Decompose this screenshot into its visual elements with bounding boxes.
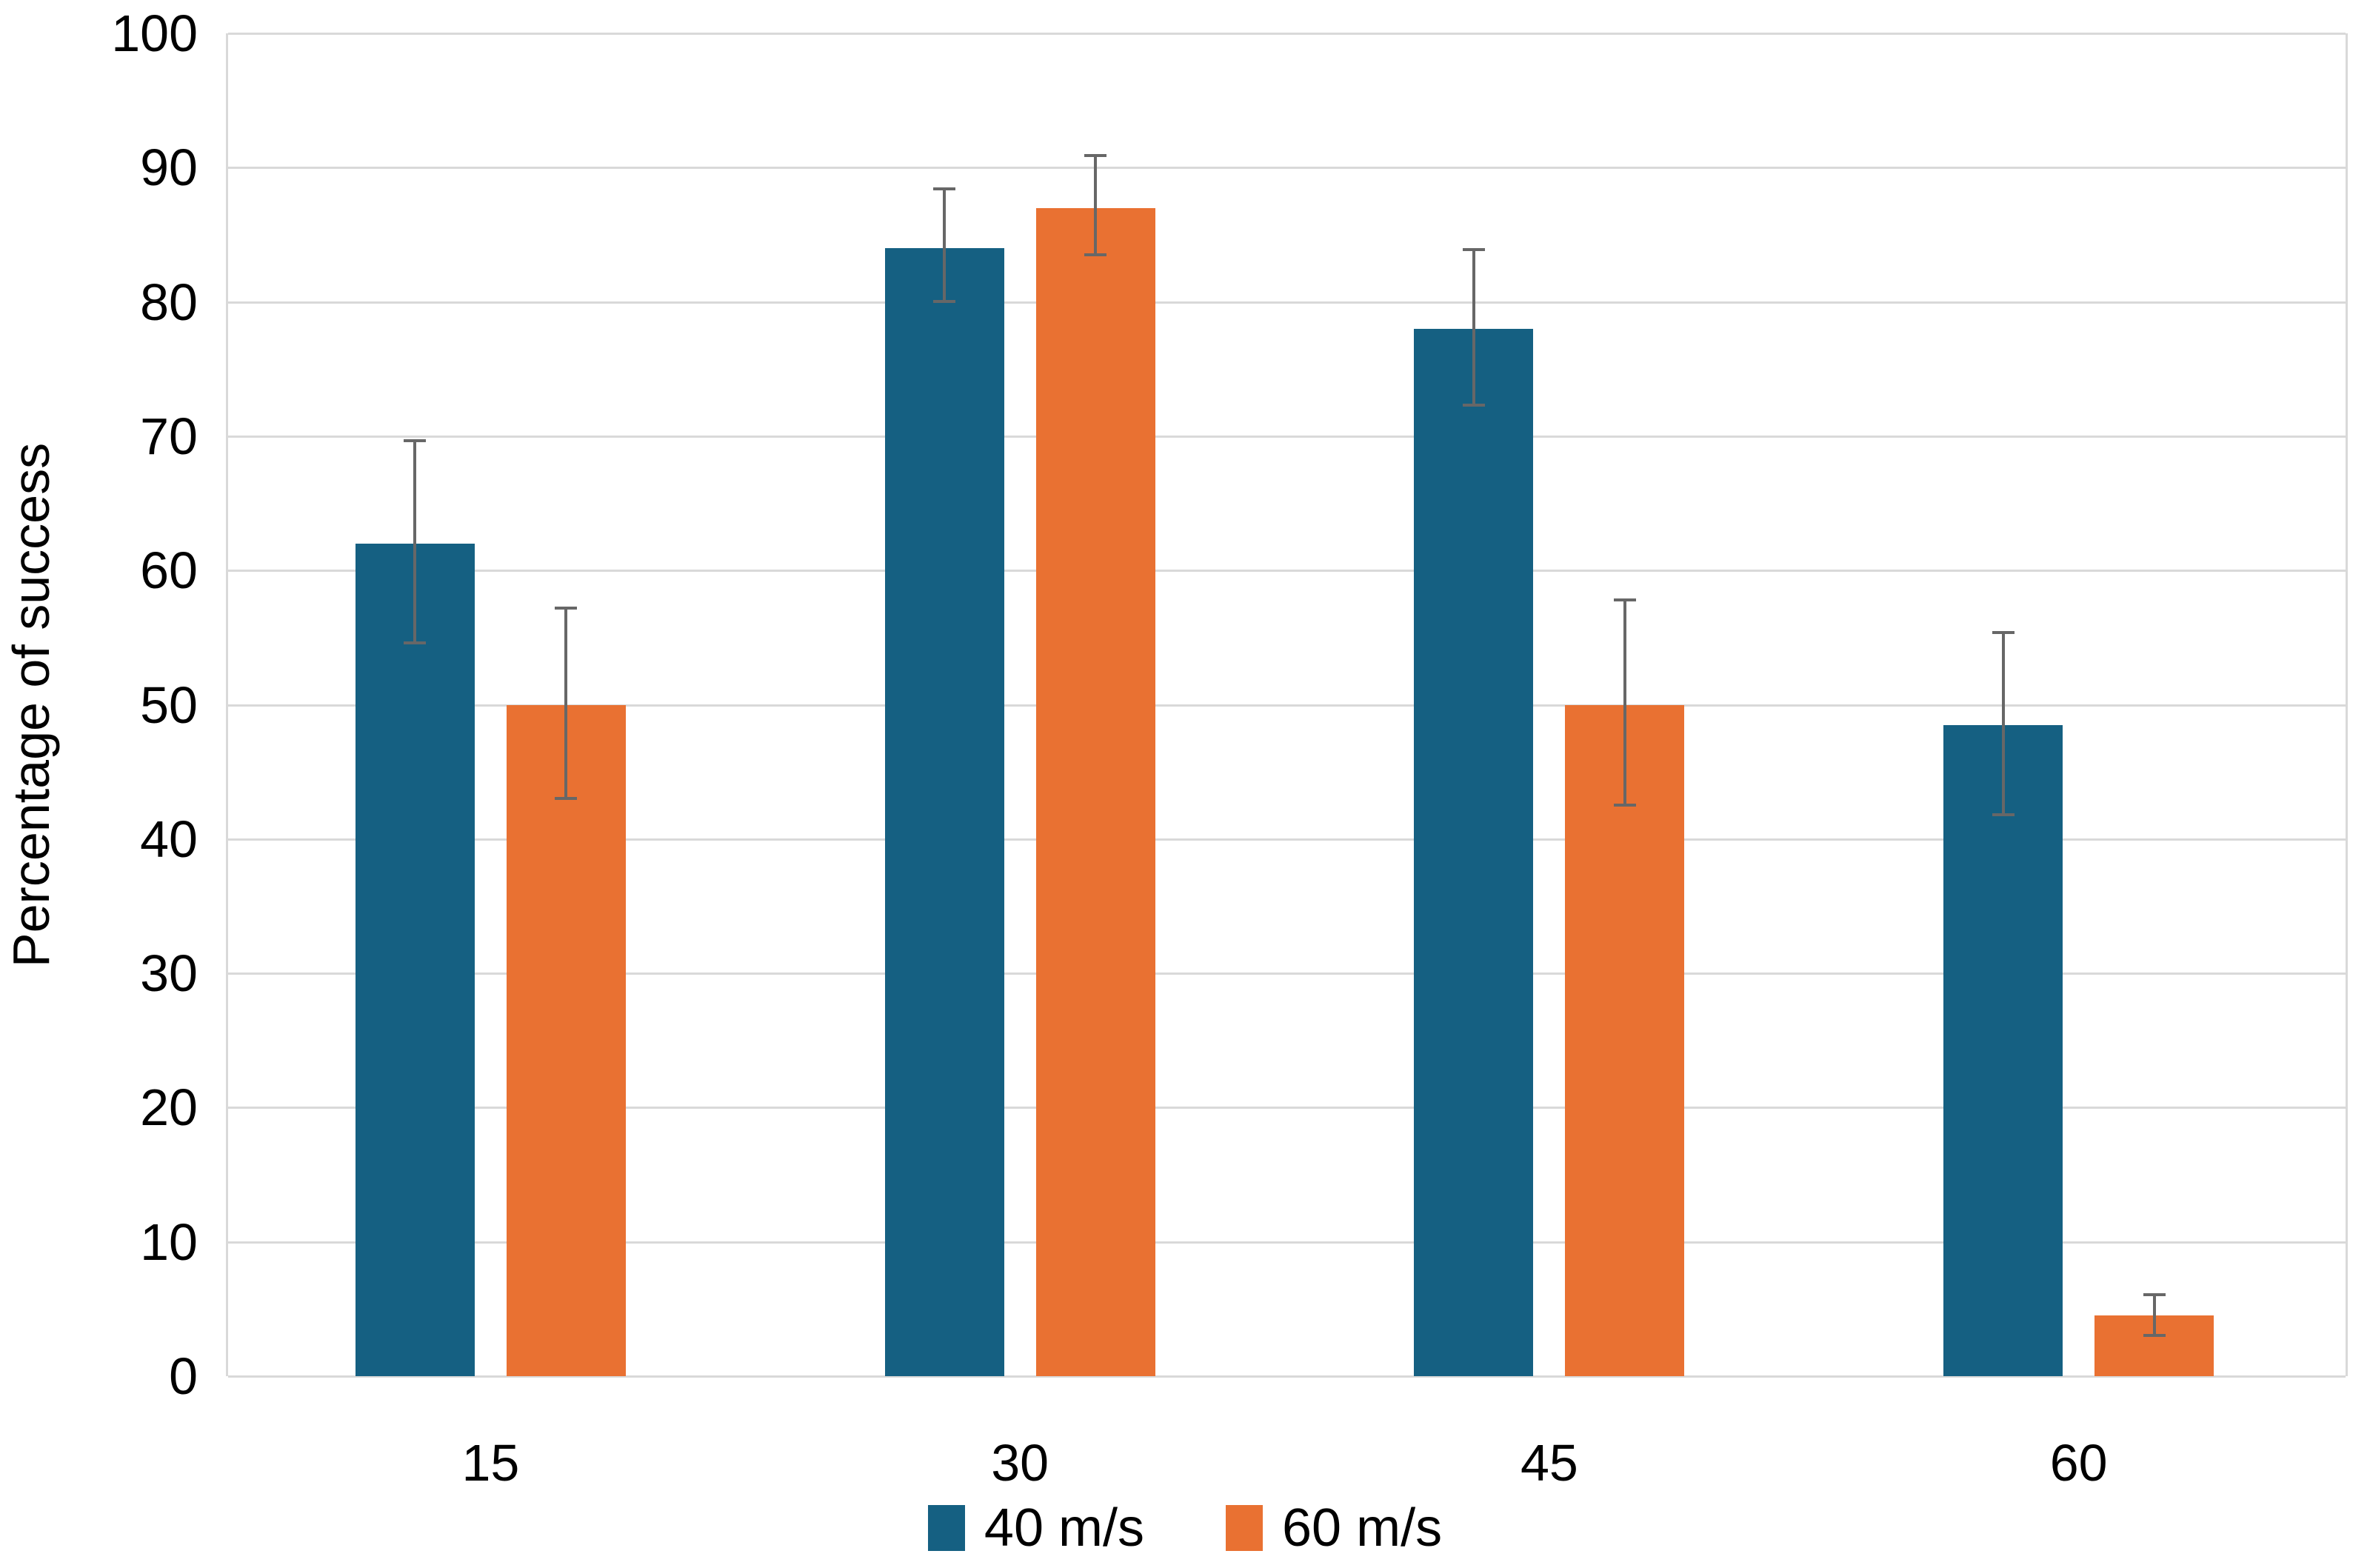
error-bar [1462, 248, 1485, 407]
error-bar-cap-bottom [933, 300, 956, 304]
y-tick-label: 50 [140, 675, 198, 734]
error-bar [1613, 598, 1636, 807]
gridline [228, 1241, 2346, 1244]
gridline [228, 167, 2346, 170]
y-tick-label: 70 [140, 407, 198, 465]
error-bar [555, 607, 578, 801]
error-bar [2143, 1292, 2166, 1338]
bar-40ms-15 [355, 543, 475, 1376]
error-bar-stem [413, 438, 417, 644]
error-bar-stem [1623, 598, 1626, 807]
x-tick-label: 45 [1520, 1434, 1578, 1492]
error-bar-stem [943, 187, 947, 304]
legend-label: 40 m/s [984, 1498, 1144, 1558]
error-bar-stem [2001, 630, 2005, 816]
y-tick-label: 100 [111, 4, 198, 62]
x-tick-label: 60 [2049, 1434, 2108, 1492]
plot-area [226, 33, 2348, 1378]
gridline [228, 301, 2346, 304]
bar-60ms-15 [506, 704, 626, 1376]
bar-40ms-60 [1943, 724, 2063, 1376]
legend-item-60ms: 60 m/s [1226, 1498, 1442, 1558]
y-tick-label: 80 [140, 273, 198, 331]
gridline [228, 33, 2346, 35]
y-tick-label: 10 [140, 1212, 198, 1271]
legend: 40 m/s 60 m/s [0, 1495, 2370, 1561]
y-tick-label: 20 [140, 1078, 198, 1137]
error-bar-cap-top [555, 607, 578, 610]
error-bar-stem [1094, 154, 1098, 256]
error-bar-stem [2152, 1292, 2156, 1338]
x-tick-label: 15 [461, 1434, 520, 1492]
legend-label: 60 m/s [1282, 1498, 1443, 1558]
gridline [228, 1375, 2346, 1378]
error-bar-cap-bottom [404, 641, 427, 644]
y-tick-label: 60 [140, 541, 198, 600]
error-bar-cap-bottom [1462, 404, 1485, 407]
y-tick-label: 30 [140, 944, 198, 1003]
error-bar-stem [1472, 248, 1475, 407]
error-bar-cap-bottom [555, 797, 578, 801]
error-bar-cap-bottom [1992, 813, 2014, 816]
error-bar-cap-top [933, 187, 956, 191]
error-bar [933, 187, 956, 304]
x-tick-label: 30 [991, 1434, 1049, 1492]
legend-swatch-40ms [927, 1505, 965, 1551]
bar-40ms-45 [1414, 328, 1534, 1376]
error-bar-cap-top [1462, 248, 1485, 252]
legend-item-40ms: 40 m/s [927, 1498, 1144, 1558]
y-tick-label: 90 [140, 139, 198, 197]
error-bar-cap-top [1992, 630, 2014, 634]
error-bar-cap-bottom [1613, 804, 1636, 807]
error-bar [1084, 154, 1107, 256]
error-bar [404, 438, 427, 644]
bar-60ms-30 [1035, 207, 1155, 1376]
gridline [228, 973, 2346, 975]
error-bar-cap-top [2143, 1292, 2166, 1296]
gridline [228, 838, 2346, 841]
error-bar-cap-bottom [2143, 1334, 2166, 1338]
bar-40ms-30 [884, 248, 1004, 1376]
error-bar [1992, 630, 2014, 816]
error-bar-cap-top [1084, 154, 1107, 158]
error-bar-cap-top [1613, 598, 1636, 602]
y-tick-label: 40 [140, 810, 198, 868]
error-bar-stem [564, 607, 568, 801]
legend-swatch-60ms [1226, 1505, 1263, 1551]
error-bar-cap-top [404, 438, 427, 442]
gridline [228, 570, 2346, 573]
error-bar-cap-bottom [1084, 253, 1107, 256]
y-tick-label: 0 [169, 1347, 198, 1405]
gridline [228, 1107, 2346, 1110]
bar-60ms-45 [1565, 704, 1685, 1376]
gridline [228, 704, 2346, 707]
gridline [228, 435, 2346, 438]
